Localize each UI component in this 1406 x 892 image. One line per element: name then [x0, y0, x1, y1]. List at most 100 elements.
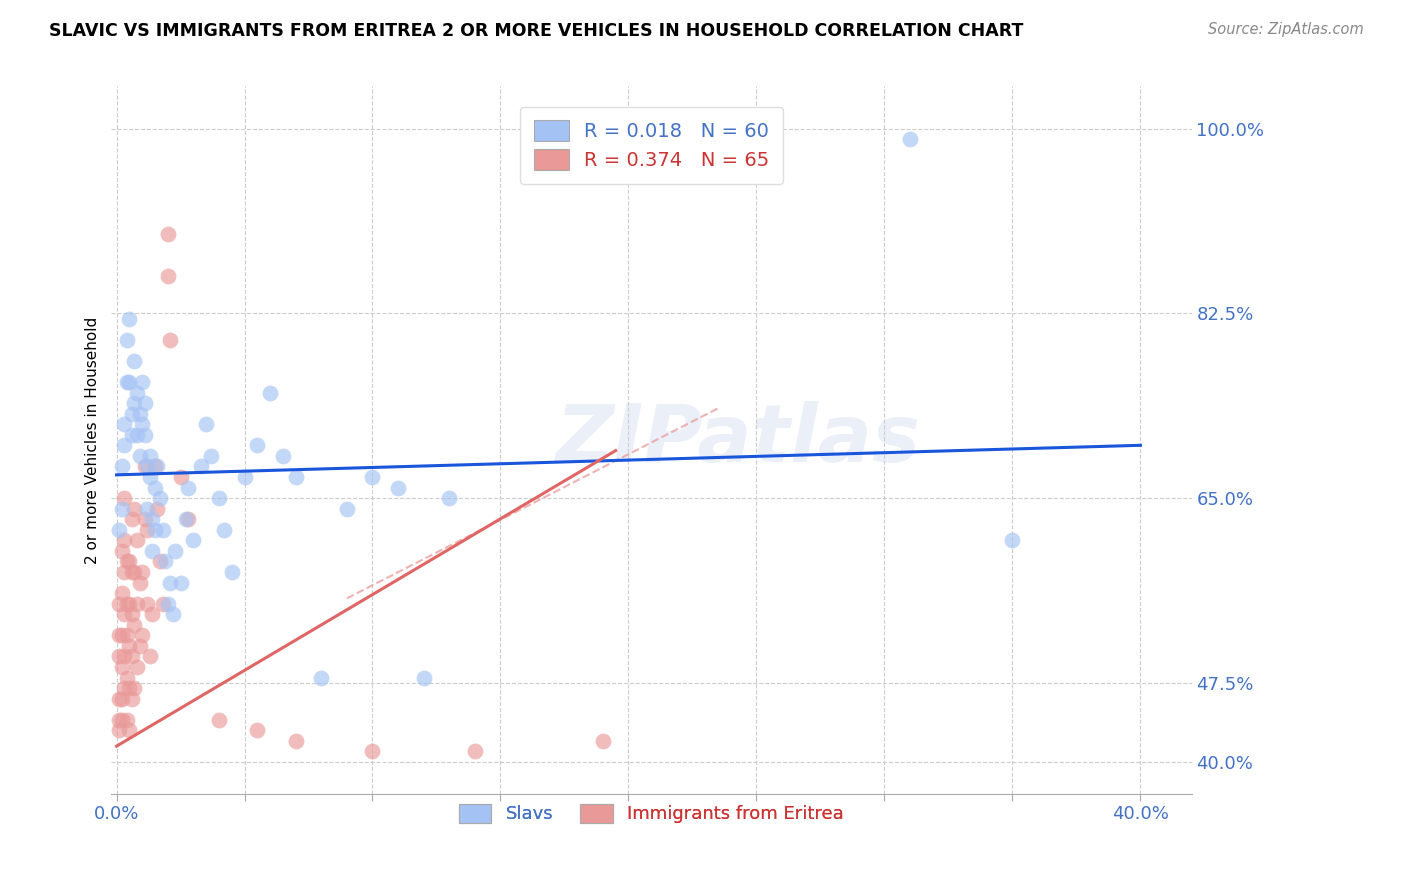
Point [124, 565, 146, 579]
Point [387, 481, 409, 495]
Point [141, 607, 163, 622]
Point [361, 470, 384, 484]
Point [121, 427, 143, 442]
Point [136, 523, 159, 537]
Point [118, 723, 141, 738]
Point [121, 407, 143, 421]
Point [153, 554, 176, 568]
Point [246, 438, 269, 452]
Point [136, 501, 159, 516]
Point [169, 470, 191, 484]
Point [139, 470, 162, 484]
Point [412, 671, 434, 685]
Point [124, 396, 146, 410]
Point [233, 470, 256, 484]
Point [592, 734, 614, 748]
Point [108, 597, 131, 611]
Point [139, 649, 162, 664]
Point [108, 649, 131, 664]
Point [115, 375, 138, 389]
Point [112, 681, 135, 695]
Point [112, 565, 135, 579]
Point [190, 459, 212, 474]
Point [125, 385, 148, 400]
Point [111, 660, 134, 674]
Point [139, 449, 162, 463]
Point [208, 491, 231, 505]
Point [112, 491, 135, 505]
Point [118, 681, 141, 695]
Point [118, 554, 141, 568]
Point [125, 427, 148, 442]
Point [128, 639, 150, 653]
Point [134, 396, 156, 410]
Point [136, 597, 159, 611]
Point [115, 597, 138, 611]
Point [149, 554, 172, 568]
Point [177, 481, 200, 495]
Point [121, 691, 143, 706]
Point [152, 523, 174, 537]
Point [108, 523, 131, 537]
Text: ZIPatlas: ZIPatlas [555, 401, 921, 479]
Point [108, 723, 131, 738]
Point [246, 723, 269, 738]
Point [165, 544, 187, 558]
Point [143, 481, 166, 495]
Point [174, 512, 197, 526]
Point [156, 227, 179, 242]
Point [112, 438, 135, 452]
Point [111, 628, 134, 642]
Point [131, 417, 153, 432]
Point [128, 575, 150, 590]
Point [169, 575, 191, 590]
Point [271, 449, 294, 463]
Point [115, 554, 138, 568]
Point [898, 132, 921, 146]
Point [259, 385, 281, 400]
Point [108, 628, 131, 642]
Point [112, 649, 135, 664]
Point [125, 597, 148, 611]
Point [111, 586, 134, 600]
Point [124, 617, 146, 632]
Point [149, 491, 172, 505]
Point [134, 512, 156, 526]
Point [111, 691, 134, 706]
Point [108, 713, 131, 727]
Point [156, 269, 179, 284]
Point [311, 671, 333, 685]
Point [212, 523, 235, 537]
Point [361, 744, 384, 758]
Point [111, 544, 134, 558]
Point [112, 417, 135, 432]
Point [284, 734, 307, 748]
Text: Source: ZipAtlas.com: Source: ZipAtlas.com [1208, 22, 1364, 37]
Point [115, 713, 138, 727]
Point [118, 375, 141, 389]
Point [221, 565, 243, 579]
Point [200, 449, 222, 463]
Point [284, 470, 307, 484]
Point [118, 639, 141, 653]
Point [146, 501, 169, 516]
Point [131, 628, 153, 642]
Point [124, 501, 146, 516]
Point [124, 681, 146, 695]
Y-axis label: 2 or more Vehicles in Household: 2 or more Vehicles in Household [86, 317, 100, 564]
Point [112, 607, 135, 622]
Point [141, 544, 163, 558]
Point [152, 597, 174, 611]
Point [118, 597, 141, 611]
Legend: Slavs, Immigrants from Eritrea: Slavs, Immigrants from Eritrea [451, 797, 852, 830]
Point [121, 512, 143, 526]
Point [143, 459, 166, 474]
Point [159, 333, 181, 347]
Point [156, 597, 179, 611]
Point [439, 491, 461, 505]
Point [162, 607, 184, 622]
Point [464, 744, 486, 758]
Point [134, 427, 156, 442]
Point [121, 565, 143, 579]
Point [111, 459, 134, 474]
